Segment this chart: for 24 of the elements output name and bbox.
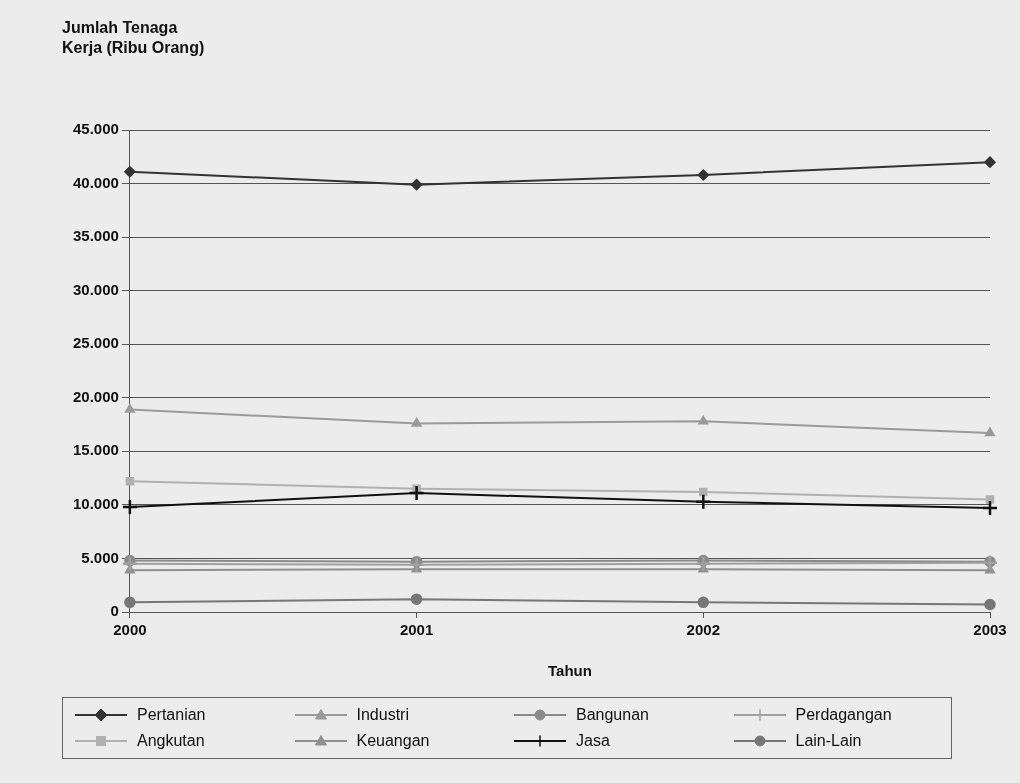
legend-label: Perdagangan — [795, 706, 892, 724]
y-tick-label: 45.000 — [72, 120, 119, 138]
x-tick-label: 2001 — [399, 621, 434, 639]
legend-label: Angkutan — [137, 732, 205, 750]
y-axis-title: Jumlah Tenaga Kerja (Ribu Orang) — [62, 18, 205, 58]
y-tick-label: 25.000 — [72, 334, 119, 352]
legend-label: Pertanian — [137, 706, 206, 724]
y-tick-label: 35.000 — [72, 227, 119, 245]
legend-label: Bangunan — [576, 706, 649, 724]
legend-label: Industri — [356, 706, 409, 724]
y-tick-label: 5.000 — [81, 548, 119, 566]
y-tick-label: 0 — [110, 602, 119, 620]
legend-label: Lain-Lain — [795, 732, 862, 750]
y-tick-label: 10.000 — [72, 495, 119, 513]
x-tick-label: 2003 — [973, 621, 1007, 639]
legend-label: Jasa — [576, 732, 610, 750]
x-axis-title: Tahun — [547, 662, 593, 679]
y-tick-label: 30.000 — [72, 280, 119, 298]
x-tick-label: 2000 — [113, 621, 147, 639]
y-tick-label: 20.000 — [72, 387, 119, 405]
x-tick-label: 2002 — [686, 621, 720, 639]
y-tick-label: 15.000 — [72, 441, 119, 459]
legend-label: Keuangan — [356, 732, 430, 750]
y-tick-label: 40.000 — [72, 173, 119, 191]
